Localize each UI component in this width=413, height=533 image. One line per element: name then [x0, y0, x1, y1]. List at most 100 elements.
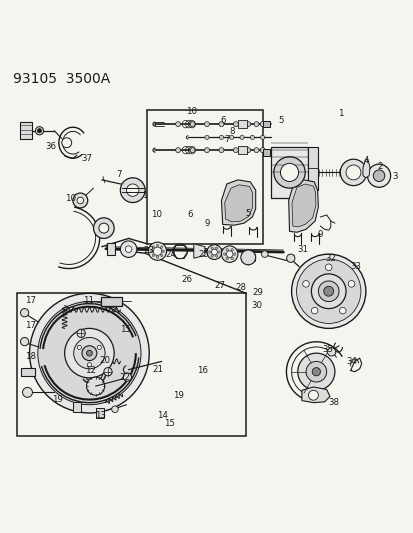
Circle shape	[153, 247, 161, 255]
Text: 33: 33	[350, 262, 361, 271]
Text: 13: 13	[95, 410, 106, 419]
Circle shape	[62, 138, 71, 148]
Text: 10: 10	[185, 107, 196, 116]
Circle shape	[225, 248, 228, 251]
Circle shape	[245, 122, 250, 127]
Circle shape	[254, 148, 259, 152]
Text: 1: 1	[337, 109, 343, 117]
Bar	[237, 147, 247, 154]
Text: 7: 7	[116, 171, 122, 180]
Circle shape	[175, 122, 180, 127]
Text: 25: 25	[198, 251, 209, 260]
Circle shape	[280, 163, 298, 182]
Text: 2: 2	[377, 162, 382, 171]
Text: 21: 21	[152, 365, 164, 374]
Circle shape	[229, 135, 233, 140]
Text: 9: 9	[317, 230, 323, 239]
Bar	[237, 120, 247, 128]
Text: 34: 34	[346, 357, 357, 366]
Circle shape	[311, 368, 320, 376]
Text: 35: 35	[321, 344, 332, 353]
Circle shape	[325, 264, 331, 271]
Circle shape	[339, 308, 345, 314]
Circle shape	[156, 256, 158, 259]
Circle shape	[245, 148, 250, 152]
Circle shape	[161, 250, 164, 253]
Circle shape	[204, 148, 209, 152]
Text: 24: 24	[165, 251, 176, 260]
Circle shape	[215, 247, 217, 249]
Text: 32: 32	[325, 254, 335, 263]
Circle shape	[123, 373, 131, 381]
Circle shape	[308, 390, 318, 400]
Circle shape	[217, 251, 220, 253]
Text: 31: 31	[297, 246, 308, 254]
Circle shape	[260, 148, 265, 152]
Text: 10: 10	[151, 211, 162, 220]
Circle shape	[74, 337, 105, 369]
Circle shape	[260, 135, 264, 140]
Text: 36: 36	[45, 142, 57, 150]
Circle shape	[318, 281, 338, 302]
Circle shape	[208, 251, 211, 253]
Text: 1: 1	[142, 191, 147, 200]
Circle shape	[77, 329, 85, 337]
Bar	[270, 147, 307, 198]
Circle shape	[339, 159, 366, 185]
Text: 10: 10	[65, 194, 76, 203]
Polygon shape	[221, 180, 255, 225]
Circle shape	[150, 250, 152, 253]
Circle shape	[233, 122, 238, 127]
Circle shape	[22, 387, 32, 397]
Text: 30: 30	[251, 301, 262, 310]
Circle shape	[29, 293, 149, 413]
Circle shape	[156, 244, 158, 247]
Text: 37: 37	[81, 154, 92, 163]
Circle shape	[218, 122, 223, 127]
Circle shape	[311, 274, 345, 309]
Circle shape	[260, 122, 265, 127]
Circle shape	[327, 348, 335, 356]
Bar	[21, 122, 32, 140]
Bar	[262, 121, 269, 127]
Text: 19: 19	[173, 391, 184, 400]
Circle shape	[37, 128, 41, 133]
Circle shape	[160, 254, 162, 256]
Circle shape	[254, 122, 259, 127]
Circle shape	[273, 157, 304, 188]
Circle shape	[38, 302, 141, 405]
Text: 7: 7	[223, 135, 229, 144]
Text: 6: 6	[219, 116, 225, 125]
Circle shape	[218, 148, 223, 152]
Text: 17: 17	[25, 296, 36, 305]
Text: 38: 38	[328, 398, 339, 407]
Circle shape	[160, 246, 162, 248]
Text: 23: 23	[142, 246, 154, 255]
Text: 15: 15	[163, 419, 174, 428]
Bar	[21, 368, 34, 376]
Circle shape	[97, 345, 101, 350]
Bar	[101, 297, 121, 306]
Polygon shape	[193, 244, 204, 259]
Circle shape	[125, 246, 132, 253]
Circle shape	[64, 328, 114, 378]
Circle shape	[190, 148, 195, 152]
Text: 14: 14	[157, 410, 168, 419]
Text: 27: 27	[214, 280, 225, 289]
Circle shape	[77, 197, 83, 204]
Bar	[107, 243, 114, 255]
Circle shape	[148, 242, 166, 260]
Circle shape	[86, 377, 104, 395]
Circle shape	[226, 251, 233, 257]
Circle shape	[223, 253, 225, 255]
Bar	[73, 402, 81, 411]
Text: 11: 11	[83, 296, 93, 305]
Text: 29: 29	[251, 288, 262, 296]
Circle shape	[240, 135, 244, 140]
Polygon shape	[291, 184, 315, 227]
Circle shape	[233, 148, 238, 152]
Text: 26: 26	[181, 275, 192, 284]
Circle shape	[250, 135, 254, 140]
Circle shape	[219, 135, 223, 140]
Circle shape	[126, 184, 139, 196]
